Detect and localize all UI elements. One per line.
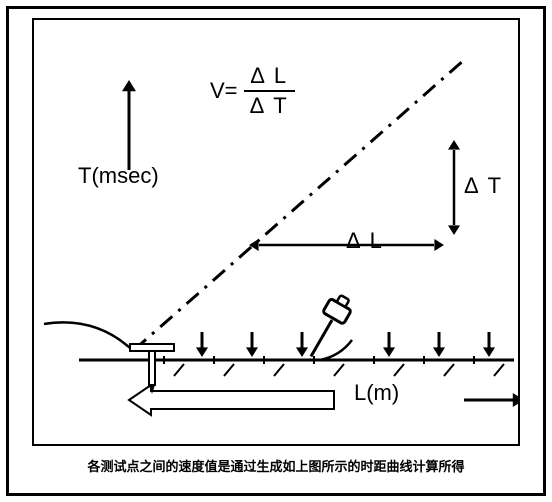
x-axis-label: L(m) [354,380,399,406]
formula-lhs: V= [210,78,238,104]
formula-numerator: Δ L [244,64,295,92]
caption-text: 各测试点之间的速度值是通过生成如上图所示的时距曲线计算所得 [0,456,552,475]
formula-denominator: Δ T [244,92,295,118]
y-axis-label: T(msec) [78,163,159,189]
diagram-panel: V= Δ L Δ T T(msec) L(m) Δ T Δ L [32,18,520,446]
delta-l-label: Δ L [346,228,384,254]
delta-t-label: Δ T [464,173,503,199]
velocity-formula: V= Δ L Δ T [210,64,295,118]
